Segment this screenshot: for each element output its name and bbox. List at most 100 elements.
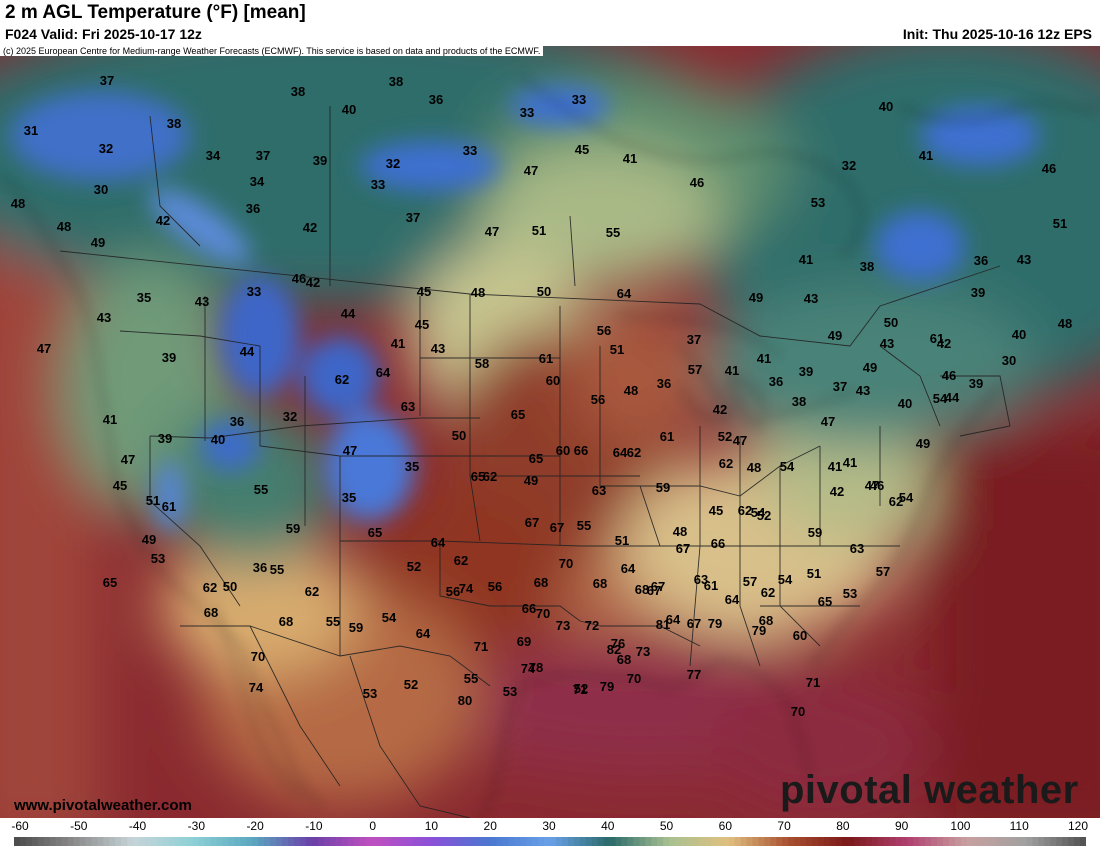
colorbar-segment [97,837,104,846]
colorbar-segment [514,837,521,846]
colorbar-segment [746,837,754,846]
colorbar-segment [508,837,515,846]
colorbar-segment [913,837,920,846]
colorbar-segment [675,837,682,846]
colorbar-segment [234,837,241,846]
colorbar-segment [121,837,128,846]
colorbar-segment [841,837,849,846]
colorbar-segment [704,837,712,846]
temperature-value: 54 [751,505,766,520]
colorbar-segment [853,837,861,846]
colorbar-tick-label: 90 [894,819,909,833]
colorbar-segment [91,837,98,846]
temperature-value: 56 [488,579,502,594]
colorbar-segment [639,837,646,846]
temperature-value: 70 [791,704,805,719]
temperature-value: 56 [597,323,611,338]
temperature-value: 46 [942,368,956,383]
temperature-value: 71 [806,675,820,690]
colorbar-segment [1008,837,1016,846]
temperature-value: 74 [521,661,536,676]
colorbar-segment [430,837,438,846]
temperature-value: 55 [270,562,284,577]
colorbar-segment [287,837,295,846]
temperature-value: 45 [113,478,127,493]
colorbar-tick-label: -30 [187,819,205,833]
temperature-value: 39 [969,376,983,391]
temperature-value: 47 [821,414,835,429]
temperature-value: 35 [342,490,356,505]
colorbar-segment [919,837,926,846]
colorbar-segment [67,837,75,846]
colorbar-segment [859,837,867,846]
temperature-value: 52 [757,508,771,523]
colorbar-segment [758,837,765,846]
temperature-value: 50 [452,428,466,443]
colorbar-segment [1068,837,1075,846]
temperature-value: 54 [778,572,793,587]
temperature-value: 57 [876,564,890,579]
colorbar-segment [1038,837,1045,846]
colorbar-segment [651,837,658,846]
colorbar-segment [55,837,63,846]
temperature-value: 64 [666,612,681,627]
temperature-value: 40 [879,99,893,114]
colorbar-segment [454,837,462,846]
temperature-value: 39 [162,350,176,365]
colorbar-segment [353,837,361,846]
temperature-value: 67 [687,616,701,631]
temperature-value: 61 [660,429,674,444]
colorbar-segment [645,837,652,846]
temperature-value: 41 [799,252,813,267]
temperature-value: 64 [416,626,431,641]
colorbar-tick-label: 110 [1009,819,1029,833]
colorbar-segment [25,837,33,846]
colorbar-segment [835,837,843,846]
temperature-value: 42 [306,275,320,290]
colorbar-segment [478,837,486,846]
temperature-value: 48 [624,383,638,398]
colorbar-segment [561,837,569,846]
temperature-value: 55 [577,518,591,533]
temperature-value: 51 [146,493,160,508]
temperature-value: 46 [870,478,884,493]
temperature-value: 65 [471,469,485,484]
temperature-value: 42 [830,484,844,499]
temperature-value: 55 [606,225,620,240]
temperature-value: 34 [250,174,265,189]
colorbar-segment [323,837,331,846]
temperature-value: 47 [343,443,357,458]
colorbar-segment [692,837,700,846]
colorbar-segment [490,837,497,846]
colorbar-segment [145,837,152,846]
colorbar-segment [579,837,587,846]
colorbar-tick-label: 80 [836,819,850,833]
colorbar-tick-label: 100 [950,819,971,833]
temperature-value: 67 [647,583,661,598]
temperature-value: 41 [391,336,405,351]
colorbar-tick-label: 10 [424,819,439,833]
colorbar-segment [1050,837,1057,846]
colorbar-segment [365,837,372,846]
colorbar-segment [448,837,456,846]
temperature-value: 51 [532,223,546,238]
temperature-value: 58 [475,356,489,371]
temperature-value: 67 [676,541,690,556]
colorbar-segment [1044,837,1051,846]
colorbar-segment [1014,837,1022,846]
temperature-value: 61 [539,351,553,366]
temperature-value: 56 [591,392,605,407]
temperature-value: 57 [688,362,702,377]
colorbar-segment [204,837,212,846]
temperature-value: 45 [415,317,429,332]
temperature-value: 59 [286,521,300,536]
site-url[interactable]: www.pivotalweather.com [14,797,192,814]
colorbar-segment [31,837,39,846]
colorbar-segment [293,837,301,846]
colorbar-segment [389,837,396,846]
temperature-value: 49 [828,328,842,343]
temperature-value: 60 [793,628,807,643]
colorbar-segment [681,837,688,846]
colorbar-segment [43,837,51,846]
temperature-value: 50 [884,315,898,330]
